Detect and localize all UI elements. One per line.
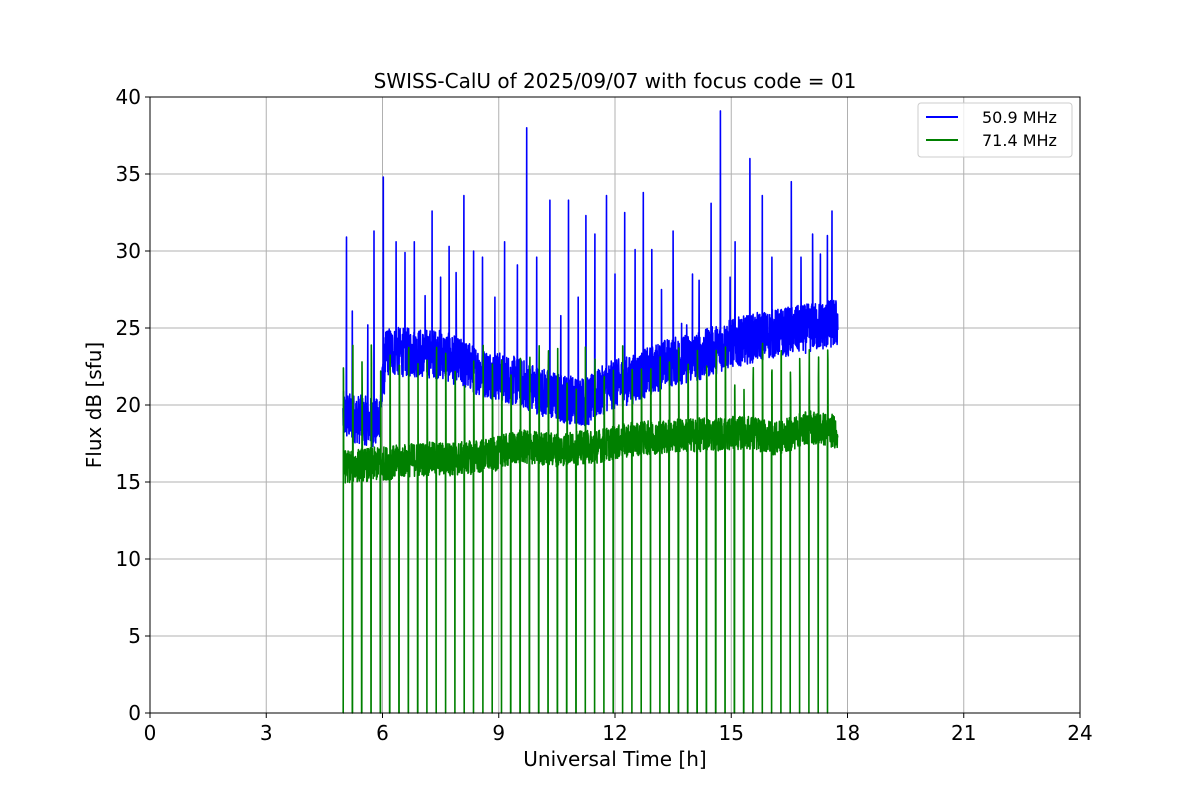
series-layer (342, 110, 839, 714)
x-tick-label: 18 (835, 721, 860, 745)
chart-title: SWISS-CalU of 2025/09/07 with focus code… (374, 69, 857, 93)
x-tick-label: 0 (144, 721, 157, 745)
series-line-50-9-mhz (342, 110, 839, 448)
y-tick-label: 0 (128, 701, 141, 725)
legend: 50.9 MHz 71.4 MHz (917, 102, 1073, 158)
y-tick-label: 35 (116, 162, 141, 186)
x-tick-label: 3 (260, 721, 273, 745)
y-tick-label: 10 (116, 547, 141, 571)
legend-label-50-9-mhz: 50.9 MHz (982, 108, 1057, 127)
x-tick-label: 12 (602, 721, 627, 745)
y-tick-label: 5 (128, 624, 141, 648)
y-axis-label: Flux dB [sfu] (82, 342, 106, 468)
x-tick-label: 21 (951, 721, 976, 745)
x-tick-label: 24 (1067, 721, 1092, 745)
x-axis-label: Universal Time [h] (523, 747, 706, 771)
legend-label-71-4-mhz: 71.4 MHz (982, 131, 1057, 150)
x-tick-label: 9 (492, 721, 505, 745)
y-tick-label: 30 (116, 239, 141, 263)
ticks: 0 3 6 9 12 15 18 21 24 0 5 10 15 20 25 30 35 40 (116, 85, 1093, 745)
y-tick-label: 40 (116, 85, 141, 109)
x-tick-label: 6 (376, 721, 389, 745)
series-line-71-4-mhz (342, 342, 839, 714)
x-tick-label: 15 (719, 721, 744, 745)
y-tick-label: 15 (116, 470, 141, 494)
y-tick-label: 25 (116, 316, 141, 340)
y-tick-label: 20 (116, 393, 141, 417)
